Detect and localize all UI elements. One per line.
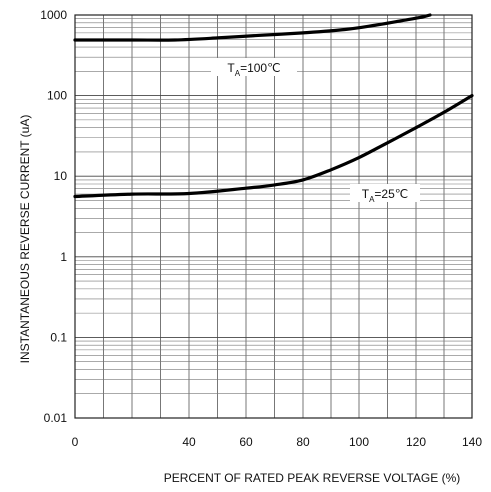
y-tick-label: 10	[54, 169, 68, 183]
series-line	[73, 13, 432, 42]
x-tick-label: 60	[239, 435, 253, 449]
x-tick-label: 0	[72, 435, 79, 449]
plot-frame	[74, 14, 473, 419]
tick-labels: 0 40 60 80 100 120 140 1000 100 10 1 0.1 0.01	[40, 8, 482, 449]
y-tick-label: 0.01	[44, 411, 68, 425]
y-tick-label: 0.1	[50, 330, 67, 344]
x-tick-label: 100	[349, 435, 369, 449]
x-axis-title: PERCENT OF RATED PEAK REVERSE VOLTAGE (%…	[164, 471, 461, 485]
y-axis-title: INSTANTANEOUS REVERSE CURRENT (uA)	[18, 115, 32, 364]
series-group: TA=100℃ TA=25℃	[73, 13, 474, 204]
series-label-bg	[211, 58, 297, 76]
series-line	[73, 94, 474, 199]
series-label: TA=25℃	[362, 187, 409, 204]
y-tick-label: 100	[47, 89, 67, 103]
y-tick-label: 1000	[40, 8, 67, 22]
x-tick-label: 120	[406, 435, 426, 449]
x-tick-label: 140	[462, 435, 482, 449]
x-tick-label: 40	[182, 435, 196, 449]
plot-border	[74, 14, 473, 419]
y-tick-label: 1	[60, 250, 67, 264]
series-label-bg	[350, 184, 420, 202]
x-tick-label: 80	[296, 435, 310, 449]
series-label: TA=100℃	[227, 61, 280, 78]
